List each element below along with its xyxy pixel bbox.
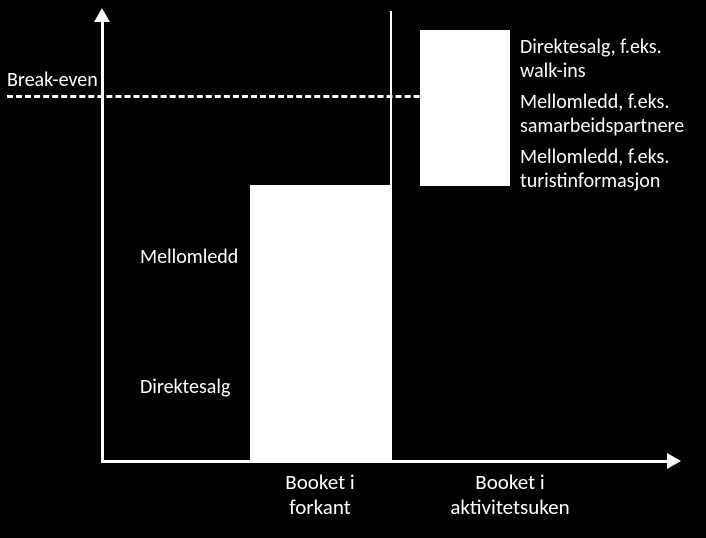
x-category-line: forkant [289, 494, 350, 520]
side-label-line: turistinformasjon [520, 169, 660, 193]
x-category-line: Booket i [285, 469, 354, 495]
side-label-line: Mellomledd, f.eks. [520, 90, 669, 114]
side-label-line: Direktesalg, f.eks. [520, 35, 662, 59]
x-category-line: aktivitetsuken [450, 494, 569, 520]
side-label-line: Mellomledd, f.eks. [520, 145, 669, 169]
bar1-label-direktesalg: Direktesalg [140, 375, 230, 399]
side-label-line: samarbeidspartnere [520, 114, 684, 138]
x-axis-arrow-icon [667, 453, 681, 469]
bar1-label-mellomledd: Mellomledd [140, 245, 238, 269]
category-divider [390, 11, 392, 460]
side-label-mellomledd-partnere: Mellomledd, f.eks. samarbeidspartnere [520, 90, 684, 138]
side-label-mellomledd-turist: Mellomledd, f.eks. turistinformasjon [520, 145, 669, 193]
y-axis [101, 20, 104, 460]
side-label-line: walk-ins [520, 59, 586, 83]
x-category-aktivitetsuken: Booket i aktivitetsuken [410, 470, 610, 520]
x-category-forkant: Booket i forkant [250, 470, 390, 520]
x-axis [101, 460, 669, 463]
y-axis-arrow-icon [94, 8, 110, 22]
stacked-bar-chart: Break-even Mellomledd Direktesalg Direkt… [0, 0, 706, 538]
x-category-line: Booket i [475, 469, 544, 495]
bar-booket-forkant [250, 185, 390, 460]
break-even-label: Break-even [7, 68, 98, 92]
bar-booket-aktivitetsuken [420, 30, 510, 186]
side-label-direktesalg: Direktesalg, f.eks. walk-ins [520, 35, 662, 83]
